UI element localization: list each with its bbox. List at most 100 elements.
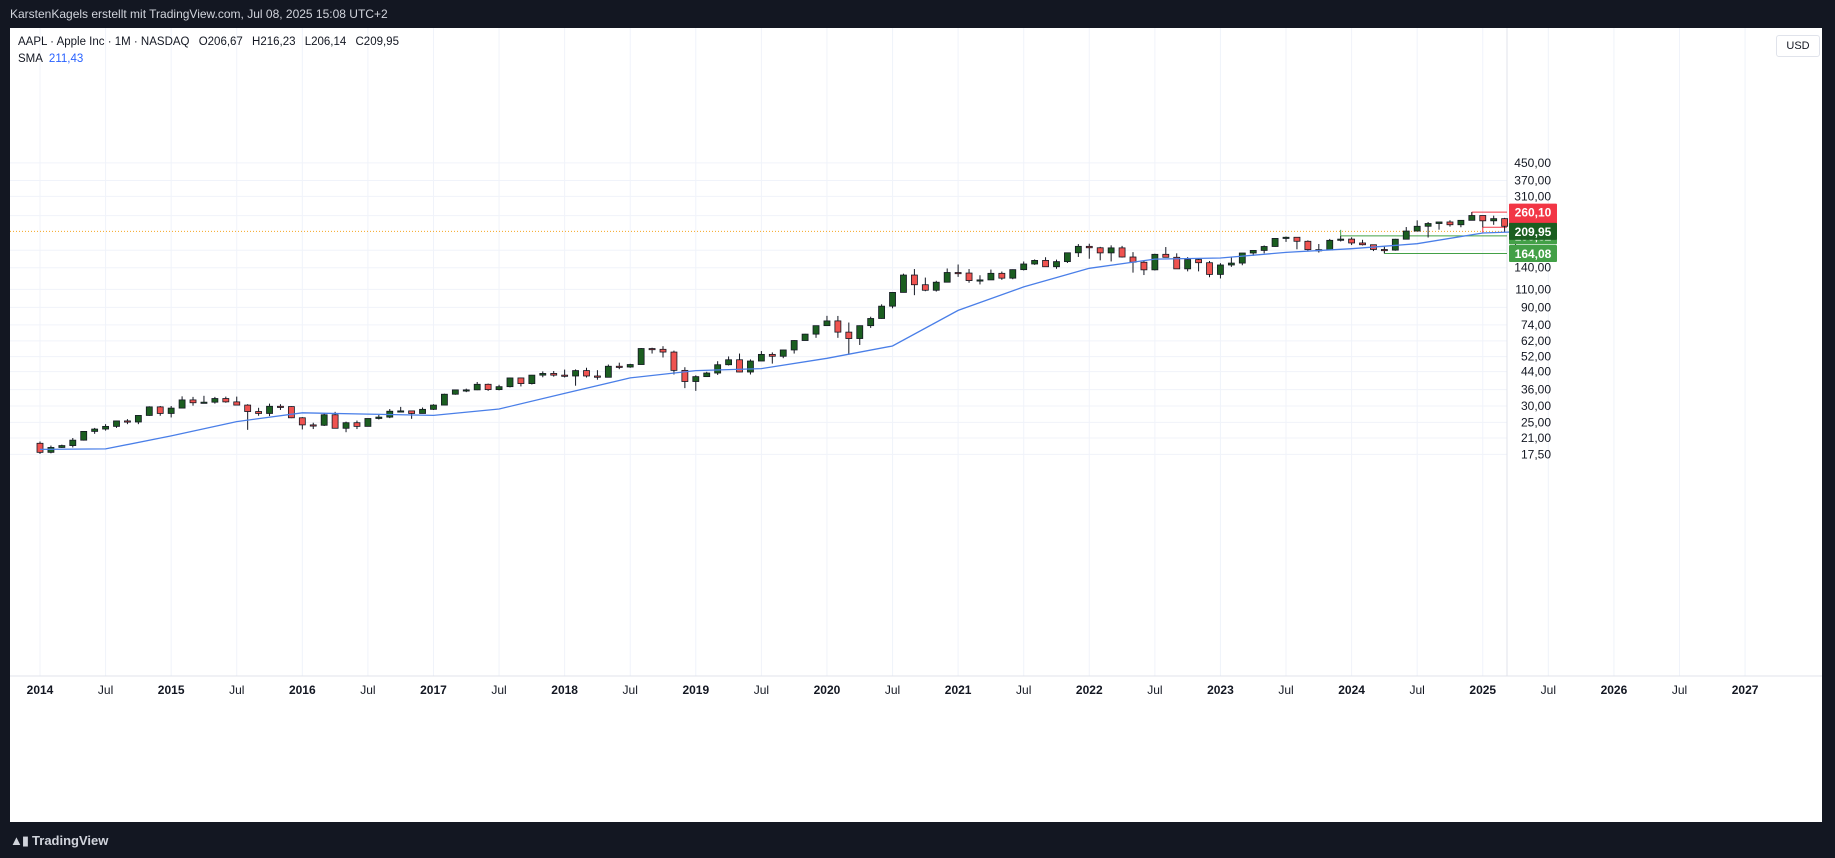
candle [451,389,459,395]
candle-body [364,418,372,427]
candle-body [36,442,44,453]
candle [80,431,88,441]
price-chart[interactable]: 450,00370,00310,00250,00170,00140,00110,… [10,28,1822,822]
time-tick-label: 2026 [1601,683,1628,697]
candle-body [506,377,514,388]
level-lines [1340,211,1507,254]
candle [320,413,328,427]
price-tick-label: 140,00 [1514,261,1551,275]
price-tick-label: 62,00 [1521,334,1551,348]
candle-body [1446,221,1454,226]
candle-body [1260,246,1268,251]
candle-body [867,318,875,327]
time-tick-label: Jul [229,683,244,697]
candle [1009,269,1017,280]
candle [692,375,700,391]
candle [583,367,590,378]
candle [156,405,164,416]
candle [976,275,984,285]
candle-body [80,431,88,441]
time-tick-label: Jul [1410,683,1425,697]
candle-body [965,272,973,281]
time-tick-label: 2018 [551,683,578,697]
candle-body [812,325,820,335]
tradingview-logo[interactable]: ▲▮ TradingView [10,833,108,849]
candle-body [1031,260,1039,265]
candle [779,349,787,359]
candle-body [408,410,416,414]
time-tick-label: 2022 [1076,683,1103,697]
candle [277,404,284,410]
candle-body [134,415,142,423]
candle [1074,244,1082,257]
candle-body [222,398,230,403]
candle [255,407,263,416]
candle [36,441,44,454]
time-tick-label: Jul [623,683,638,697]
candle [1096,246,1104,261]
time-tick-label: 2017 [420,683,447,697]
price-tick-label: 44,00 [1521,365,1551,379]
legend-sma-row[interactable]: SMA 211,43 [18,51,399,68]
candle-body [615,365,623,368]
candle [441,393,448,406]
candle-body [189,399,197,404]
candle-body [692,376,700,382]
candle-body [1380,249,1388,252]
candle-body [626,364,634,368]
candle-body [987,272,995,281]
level-badge-label: 164,08 [1515,247,1552,261]
candle [1282,236,1290,242]
candle [1206,260,1213,278]
candle [1042,257,1049,268]
candle [298,417,306,430]
level-badge-bg [1509,203,1557,221]
candle-body [528,374,536,384]
candle-body [1206,262,1213,275]
time-tick-label: Jul [98,683,113,697]
candle-body [1140,261,1148,271]
candle-body [976,279,984,282]
candle [1260,245,1268,254]
candle [987,269,995,281]
candle-body [1020,263,1028,271]
candle-body [561,374,569,377]
candle [495,384,503,391]
candle-body [156,406,164,414]
candle [943,268,951,283]
currency-button[interactable]: USD [1776,35,1820,57]
candle-body [1249,250,1257,254]
candle-body [604,365,612,378]
candle [856,325,864,345]
candle-body [233,401,241,406]
candle-body [681,369,689,382]
candle [211,396,219,404]
time-tick-label: Jul [1147,683,1162,697]
candle-body [167,407,175,414]
last-price-badge-bg [1509,222,1557,240]
candle [1446,220,1454,227]
time-tick-label: Jul [885,683,900,697]
candle [375,414,383,420]
candle-body [670,351,678,371]
candle [353,420,361,430]
candle-body [1151,253,1159,271]
candle [615,362,623,370]
candle-body [747,360,754,373]
level-badge: 260,10 [1509,203,1557,221]
chart-panel[interactable]: 450,00370,00310,00250,00170,00140,00110,… [10,28,1822,822]
bottom-bar: ▲▮ TradingView [0,822,1835,858]
time-tick-label: Jul [754,683,769,697]
candle-body [1085,245,1093,249]
time-tick-label: 2015 [158,683,185,697]
legend-symbol[interactable]: AAPL · Apple Inc · 1M · NASDAQ [18,36,190,48]
candle [911,269,918,296]
candle [1304,240,1312,252]
candle-body [856,325,864,339]
candle-body [801,333,809,341]
grid-lines [10,28,1746,676]
candle-body [102,425,109,430]
time-tick-label: Jul [1278,683,1293,697]
candle-body [921,284,929,291]
price-tick-label: 36,00 [1521,383,1551,397]
